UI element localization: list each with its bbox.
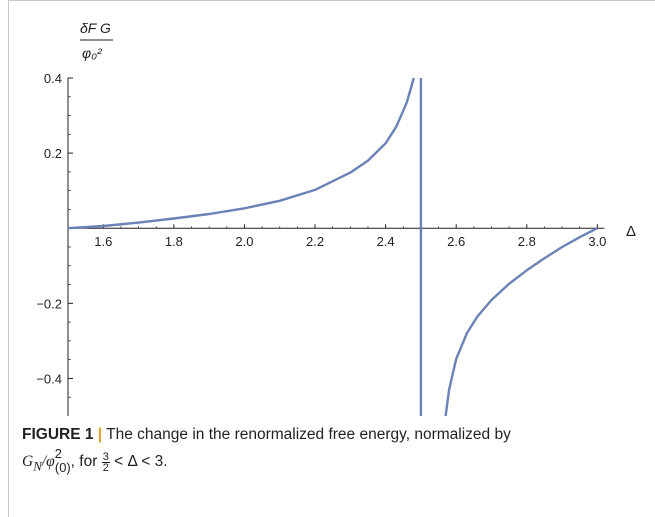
series-curve-2 bbox=[444, 227, 598, 417]
axes-layer: 1.6 1.8 2.0 2.2 2.4 2.6 2.8 3.0 0.4 0.2 −0.2 −0.4 bbox=[36, 71, 606, 416]
frame-top-border bbox=[8, 0, 655, 1]
caption-for-text: , for bbox=[70, 453, 102, 471]
caption-fraction-denominator: 2 bbox=[102, 461, 109, 474]
y-tick-label-0.2: 0.2 bbox=[44, 146, 62, 161]
curves-layer bbox=[67, 77, 598, 417]
x-tick-label-2.8: 2.8 bbox=[518, 234, 536, 249]
caption-math-sub-n: N bbox=[33, 458, 42, 474]
caption-math-sub: (0) bbox=[54, 460, 71, 476]
x-tick-label-2.2: 2.2 bbox=[306, 234, 324, 249]
y-tick-label-−0.4: −0.4 bbox=[36, 371, 62, 386]
y-tick-label-−0.2: −0.2 bbox=[36, 296, 62, 311]
x-tick-label-2.4: 2.4 bbox=[377, 234, 395, 249]
caption-math-sup: 2 bbox=[54, 446, 62, 461]
y-axis-label-numerator: δF G bbox=[80, 20, 111, 36]
caption-math-g: G bbox=[22, 453, 34, 471]
x-tick-label-1.8: 1.8 bbox=[165, 234, 183, 249]
frame-left-border bbox=[8, 0, 9, 517]
caption-label: FIGURE 1 bbox=[22, 426, 94, 443]
x-tick-label-2.6: 2.6 bbox=[447, 234, 465, 249]
x-axis-label: Δ bbox=[626, 223, 636, 240]
caption-range-text: < Δ < 3. bbox=[109, 453, 168, 471]
x-tick-label-1.6: 1.6 bbox=[94, 234, 112, 249]
chart: 1.6 1.8 2.0 2.2 2.4 2.6 2.8 3.0 0.4 0.2 −0.2 −0.4 δ… bbox=[36, 20, 636, 417]
y-axis-label-denominator: φ₀² bbox=[82, 45, 103, 61]
series-curve-1 bbox=[67, 77, 415, 230]
x-tick-label-2.0: 2.0 bbox=[235, 234, 253, 249]
x-tick-label-3.0: 3.0 bbox=[588, 234, 606, 249]
caption-separator: | bbox=[97, 426, 103, 443]
caption-math-phi: /φ bbox=[41, 453, 55, 471]
y-tick-label-0.4: 0.4 bbox=[44, 71, 62, 86]
figure-caption: FIGURE 1 | The change in the renormalize… bbox=[22, 424, 642, 476]
caption-text-line1: The change in the renormalized free ener… bbox=[102, 426, 511, 443]
caption-fraction-numerator: 3 bbox=[101, 450, 110, 463]
